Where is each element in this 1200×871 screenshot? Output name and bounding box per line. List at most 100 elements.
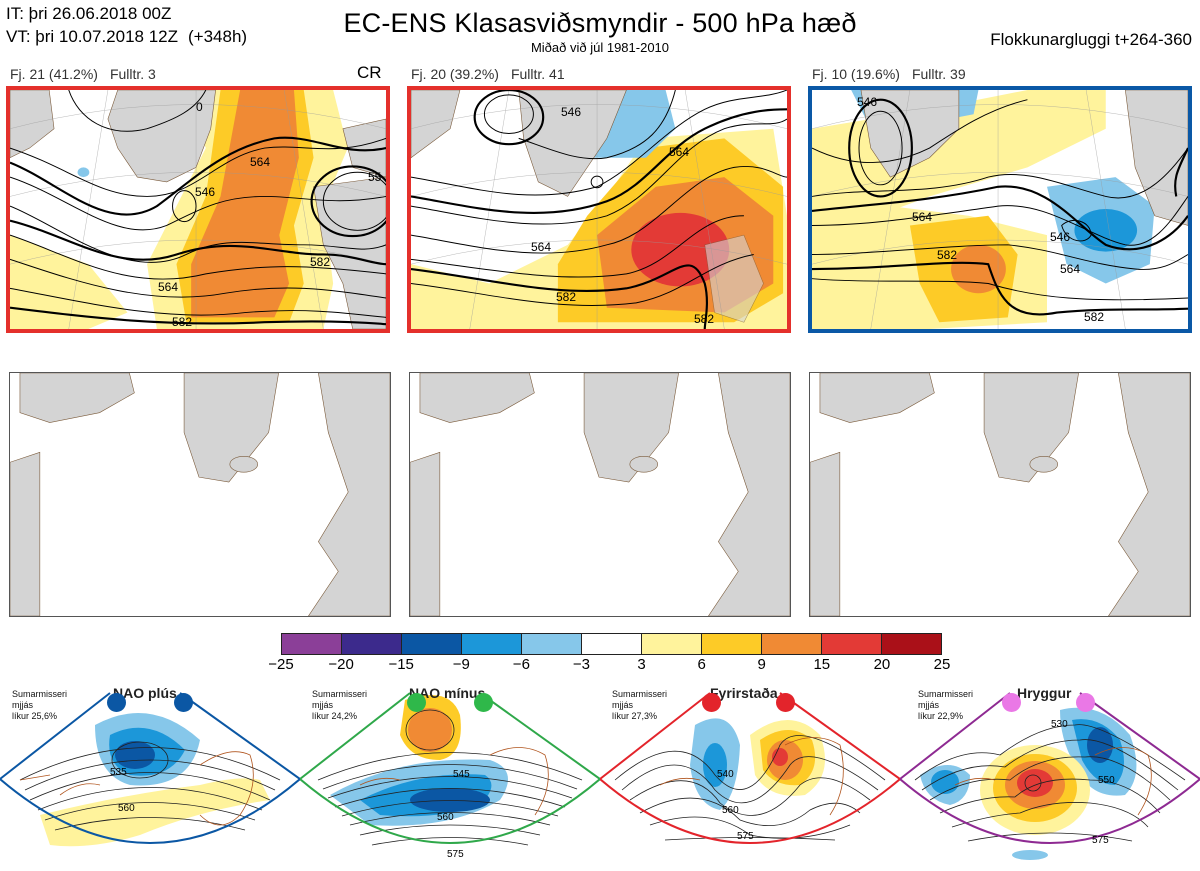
- regime-title: Hryggur: [1017, 685, 1072, 701]
- blank-map-3-graphic: [810, 373, 1190, 616]
- colorbar-tick-label: −9: [452, 656, 470, 673]
- colorbar-tick-label: −25: [268, 656, 294, 673]
- panel-3-count: Fj. 10 (19.6%): [812, 66, 900, 82]
- colorbar-tick-label: 20: [873, 656, 891, 673]
- contour-label: 582: [172, 315, 193, 329]
- contour-label: 540: [717, 769, 734, 780]
- regime-title: NAO plús: [113, 685, 177, 701]
- regime-note: Sumarmisseri mjjás líkur 27,3%: [612, 689, 667, 722]
- initial-time-label: IT: þri 26.06.2018 00Z: [6, 4, 172, 23]
- colorbar-tick-label: 15: [813, 656, 831, 673]
- contour-label: 560: [118, 803, 135, 814]
- blank-map-2-graphic: [410, 373, 790, 616]
- contour-label: 564: [912, 210, 933, 224]
- regime-title: Fyrirstaða: [710, 685, 778, 701]
- regime-note: Sumarmisseri mjjás líkur 25,6%: [12, 689, 67, 722]
- regime-dot-left: [407, 693, 426, 712]
- regime-season: Sumarmisseri: [312, 689, 368, 699]
- regime-dot-left: [1002, 693, 1021, 712]
- contour-label: 564: [531, 240, 552, 254]
- contour-label: 560: [437, 812, 454, 823]
- contour-label: 564: [669, 145, 690, 159]
- colorbar-segment: [462, 634, 522, 654]
- regime-dot-left: [107, 693, 126, 712]
- regime-season: Sumarmisseri: [918, 689, 974, 699]
- blank-map-3[interactable]: [809, 372, 1191, 617]
- cluster-map-2-graphic: [411, 90, 787, 329]
- contour-label: 564: [158, 280, 179, 294]
- contour-label: 582: [556, 290, 577, 304]
- colorbar-tick-label: −15: [388, 656, 414, 673]
- regime-dot-right: [776, 693, 795, 712]
- regime-blocking[interactable]: Sumarmisseri mjjás líkur 27,3% Fyrirstaða …: [600, 685, 900, 871]
- blank-map-1[interactable]: [9, 372, 391, 617]
- classification-window-label: Flokkunargluggi t+264-360: [990, 30, 1192, 49]
- colorbar-tick-label: −6: [512, 656, 530, 673]
- colorbar-tick-label: −20: [328, 656, 354, 673]
- colorbar-segment: [762, 634, 822, 654]
- panel-1-representative: Fulltr. 3: [109, 66, 156, 82]
- contour-label: 575: [1092, 835, 1109, 846]
- contour-label: 564: [250, 155, 271, 169]
- page-title: EC-ENS Klasasviðsmyndir - 500 hPa hæð: [343, 8, 857, 38]
- colorbar-segment: [342, 634, 402, 654]
- regime-title: NAO mínus: [409, 685, 486, 701]
- regime-dot-right: [1076, 693, 1095, 712]
- regime-months: mjjás: [12, 700, 34, 710]
- contour-label: 582: [310, 255, 331, 269]
- regime-note: Sumarmisseri mjjás líkur 22,9%: [918, 689, 973, 722]
- colorbar-segment: [822, 634, 882, 654]
- regime-note: Sumarmisseri mjjás líkur 24,2%: [312, 689, 367, 722]
- contour-label: 0: [196, 100, 203, 114]
- contour-label: 530: [1051, 719, 1068, 730]
- contour-label: 550: [1098, 775, 1115, 786]
- regime-blocking-graphic: [600, 692, 900, 844]
- contour-label: 546: [561, 105, 582, 119]
- panel-2-representative: Fulltr. 41: [510, 66, 565, 82]
- contour-label: 564: [1060, 262, 1081, 276]
- regime-season: Sumarmisseri: [12, 689, 68, 699]
- valid-time-text: VT: þri 10.07.2018 12Z: [6, 27, 179, 46]
- colorbar-segment: [702, 634, 762, 654]
- regime-probability: líkur 22,9%: [918, 711, 964, 721]
- regime-nao-plus[interactable]: Sumarmisseri mjjás líkur 25,6% NAO plús 53…: [0, 685, 300, 871]
- panel-3-representative: Fulltr. 39: [911, 66, 966, 82]
- contour-label: 546: [195, 185, 216, 199]
- anomaly-colorbar: [281, 633, 942, 655]
- panel-1-cr-flag: CR: [357, 63, 382, 82]
- page-subtitle: Miðað við júl 1981-2010: [530, 40, 670, 55]
- regime-ridge[interactable]: Sumarmisseri mjjás líkur 22,9% Hryggur 530…: [900, 685, 1200, 871]
- colorbar-segment: [402, 634, 462, 654]
- regime-nao-minus[interactable]: Sumarmisseri mjjás líkur 24,2% NAO mínus 5…: [300, 685, 600, 871]
- blank-map-2[interactable]: [409, 372, 791, 617]
- regime-dot-right: [474, 693, 493, 712]
- colorbar-tick-label: 3: [637, 656, 646, 673]
- colorbar-tick-label: 9: [757, 656, 766, 673]
- panel-2-meta: Fj. 20 (39.2%) Fulltr. 41: [411, 66, 565, 82]
- regime-months: mjjás: [918, 700, 940, 710]
- cluster-map-1-graphic: [10, 90, 386, 329]
- contour-label: 575: [447, 849, 464, 860]
- cluster-map-2[interactable]: 546 564 564 582 582: [407, 86, 791, 333]
- regime-dot-right: [174, 693, 193, 712]
- panel-2-count: Fj. 20 (39.2%): [411, 66, 499, 82]
- panel-3-meta: Fj. 10 (19.6%) Fulltr. 39: [812, 66, 966, 82]
- colorbar-tick-label: 6: [697, 656, 706, 673]
- contour-label: 55: [368, 170, 382, 184]
- cluster-map-1[interactable]: 546 564 582 582 564 55 0: [6, 86, 390, 333]
- colorbar-segment: [882, 634, 941, 654]
- contour-label: 582: [937, 248, 958, 262]
- valid-time-label: VT: þri 10.07.2018 12Z (+348h): [6, 27, 247, 47]
- colorbar-tick-label: 25: [933, 656, 951, 673]
- regime-nao-minus-graphic: [300, 692, 600, 846]
- colorbar-segment: [282, 634, 342, 654]
- regime-ridge-graphic: [900, 692, 1200, 860]
- regime-probability: líkur 27,3%: [612, 711, 658, 721]
- contour-label: 545: [453, 769, 470, 780]
- colorbar-segment: [582, 634, 642, 654]
- cluster-map-3[interactable]: 546 564 564 582 582 546: [808, 86, 1192, 333]
- contour-label: 535: [110, 767, 127, 778]
- contour-label: 582: [694, 312, 715, 326]
- regime-probability: líkur 25,6%: [12, 711, 58, 721]
- regime-probability: líkur 24,2%: [312, 711, 358, 721]
